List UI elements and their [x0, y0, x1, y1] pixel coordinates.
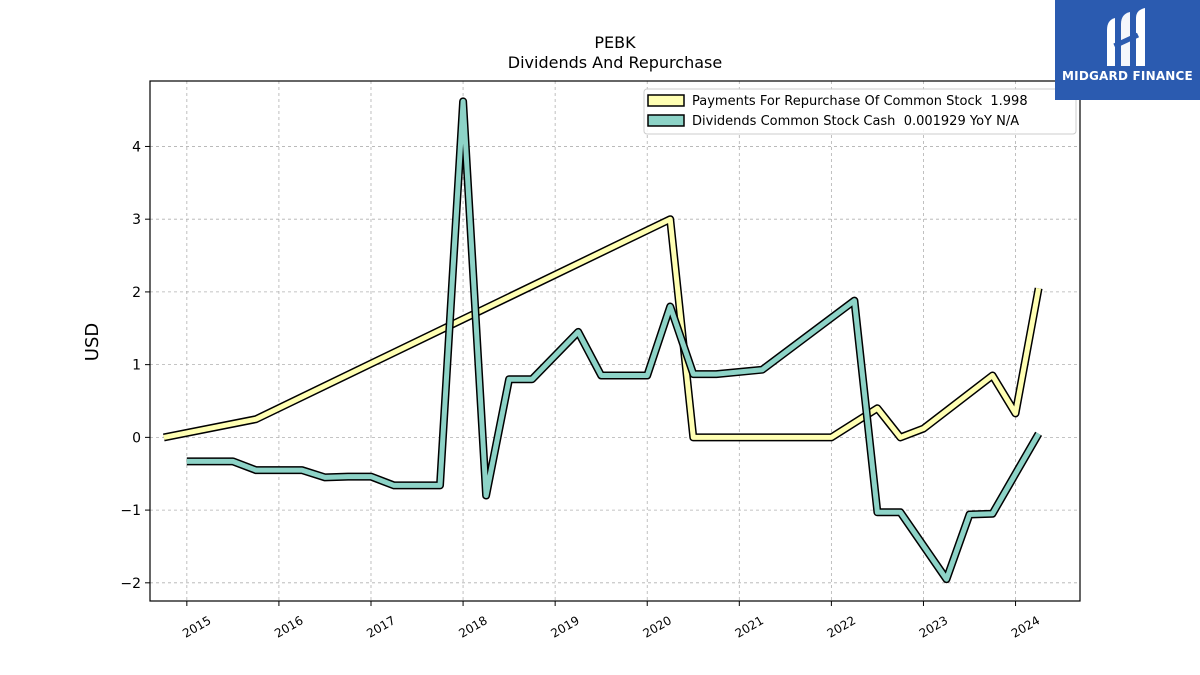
x-tick-label: 2022 — [825, 613, 858, 640]
legend-box — [643, 88, 1077, 135]
plot-frame — [149, 80, 1081, 602]
y-tick-label: 2 — [132, 285, 141, 301]
x-tick-label: 2017 — [364, 613, 397, 640]
x-tick-label: 2016 — [272, 613, 305, 640]
y-tick-label: 0 — [132, 430, 141, 446]
series-0-line — [163, 216, 1042, 440]
legend: Payments For Repurchase Of Common Stock … — [643, 88, 1077, 135]
x-axis: 2015 2016 2017 2018 2019 2020 2021 2022 2023 2024 — [180, 601, 1042, 641]
y-tick-label: −1 — [120, 503, 141, 519]
x-tick-label: 2023 — [917, 613, 950, 640]
midgard-logo-icon — [1107, 8, 1145, 66]
y-tick-label: 4 — [132, 139, 141, 155]
legend-label-dividends: Dividends Common Stock Cash 0.001929 YoY… — [692, 114, 1019, 129]
legend-swatch-dividends — [647, 114, 685, 127]
x-tick-label: 2021 — [733, 613, 766, 640]
x-tick-label: 2018 — [456, 613, 489, 640]
grid — [150, 81, 1080, 601]
chart-subtitle: Dividends And Repurchase — [508, 53, 722, 72]
x-tick-label: 2019 — [548, 613, 581, 640]
series-1-line — [186, 98, 1041, 582]
x-tick-label: 2020 — [641, 613, 674, 640]
series-layer — [163, 97, 1043, 584]
y-axis-label: USD — [82, 323, 103, 361]
y-axis: −2 −1 0 1 2 3 4 — [120, 139, 150, 592]
y-tick-label: 3 — [132, 212, 141, 228]
x-tick-label: 2015 — [180, 613, 213, 640]
y-tick-label: −2 — [120, 576, 141, 592]
x-tick-label: 2024 — [1009, 613, 1042, 640]
legend-swatch-repurchase — [647, 94, 685, 107]
legend-label-repurchase: Payments For Repurchase Of Common Stock … — [692, 94, 1028, 109]
brand-logo: MIDGARD FINANCE — [1055, 0, 1200, 100]
chart-title: PEBK — [594, 33, 636, 52]
series-1-outline — [186, 97, 1043, 584]
brand-name: MIDGARD FINANCE — [1062, 69, 1193, 83]
y-tick-label: 1 — [132, 358, 141, 374]
